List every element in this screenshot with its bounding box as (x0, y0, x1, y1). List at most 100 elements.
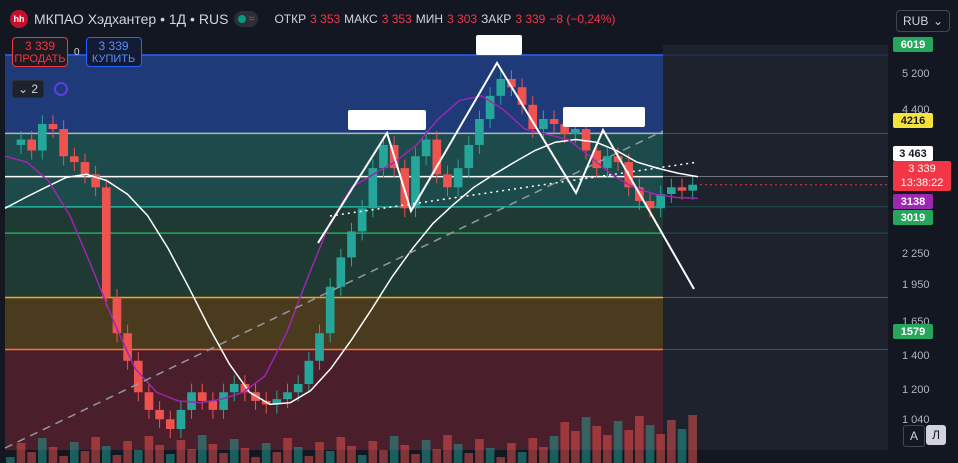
candle-body (315, 333, 324, 361)
candle-body (656, 194, 666, 209)
candle-body (304, 360, 314, 384)
volume-bar (176, 440, 186, 463)
pattern-label-box (476, 35, 522, 55)
indicators-collapse-button[interactable]: ⌄ 2 (12, 80, 45, 98)
sell-label: ПРОДАТЬ (14, 53, 66, 65)
ohlc-high: 3 353 (381, 12, 412, 26)
indicators-toggle-row: ⌄ 2 (12, 80, 69, 98)
volume-bar (347, 446, 356, 463)
sell-price: 3 339 (24, 39, 56, 53)
volume-bar (528, 438, 538, 463)
candle-body (112, 297, 122, 334)
candle-body (688, 184, 697, 191)
volume-bar (453, 444, 463, 463)
volume-bar (6, 457, 15, 463)
pattern-label-box (563, 107, 645, 127)
market-status[interactable]: ≈ (234, 11, 259, 27)
volume-bar (571, 431, 580, 463)
candle-body (101, 187, 111, 298)
ohlc-low: 3 303 (447, 12, 478, 26)
ticker-logo[interactable]: hh (10, 10, 28, 28)
volume-bar (315, 442, 324, 463)
candle-body (421, 139, 431, 157)
volume-bar (400, 445, 410, 463)
volume-bar (517, 452, 527, 463)
candle-body (208, 400, 218, 410)
volume-bar (197, 435, 207, 463)
level-tag: 6019 (893, 37, 933, 52)
volume-bar (304, 456, 314, 463)
candle-body (464, 144, 474, 169)
chevron-down-icon: ⌄ (18, 82, 29, 96)
volume-bar (603, 435, 612, 463)
volume-bar (432, 449, 442, 463)
price-zone (5, 133, 663, 207)
volume-bar (688, 415, 697, 463)
price-zone (5, 206, 663, 298)
level-tag: 1579 (893, 324, 933, 339)
candle-body (539, 119, 548, 130)
candle-body (176, 409, 186, 430)
volume-bar (475, 439, 484, 463)
candle-body (293, 383, 303, 393)
trend-line (4, 130, 664, 449)
volume-bar (59, 456, 68, 463)
volume-bar (624, 430, 634, 463)
volume-bar (379, 450, 388, 463)
candle-body (411, 156, 420, 209)
neckline (329, 161, 699, 217)
volume-bar (507, 443, 516, 463)
volume-bar (80, 451, 90, 463)
level-tag: 3019 (893, 210, 933, 225)
volume-bar (208, 444, 218, 463)
sell-button[interactable]: 3 339 ПРОДАТЬ (12, 37, 68, 67)
volume-bar (443, 435, 452, 463)
level-tag: 3138 (893, 194, 933, 209)
volume-bar (421, 440, 431, 463)
currency-select[interactable]: RUB ⌄ (896, 10, 950, 32)
price-zone (5, 349, 663, 450)
volume-bar (69, 442, 79, 463)
buy-button[interactable]: 3 339 КУПИТЬ (85, 37, 142, 67)
candle-body (496, 78, 506, 96)
ohlc-low-key: МИН (415, 12, 444, 26)
volume-bar (645, 425, 655, 463)
candle-body (347, 231, 356, 258)
candle-body (368, 168, 378, 209)
volume-bar (261, 443, 271, 463)
candle-body (27, 139, 36, 151)
current-price-tag: 3 339 13:38:22 (893, 161, 951, 191)
candle-body (528, 104, 538, 130)
symbol-title[interactable]: МКПАО Хэдхантер • 1Д • RUS (34, 11, 229, 27)
spread-value: 0 (74, 46, 80, 58)
series-line (4, 95, 699, 404)
ohlc-close-key: ЗАКР (481, 12, 512, 26)
price-tick: 5 200 (902, 68, 930, 80)
candle-body (240, 383, 250, 393)
candle-body (475, 119, 484, 145)
candle-body (357, 208, 367, 232)
ohlc-close: 3 339 (515, 12, 546, 26)
candle-body (165, 419, 175, 430)
chevron-down-icon: ⌄ (932, 14, 943, 28)
levels (5, 54, 888, 351)
candle-body (485, 95, 495, 120)
loading-icon (54, 82, 69, 96)
volume-bar (592, 426, 602, 463)
volume-bar (251, 457, 260, 463)
volume-bar (48, 447, 58, 463)
candle-body (667, 187, 676, 195)
volume-bar (560, 422, 570, 463)
log-scale-button[interactable]: Л (926, 425, 946, 445)
volume-bar (656, 434, 666, 463)
candle-body (325, 286, 335, 334)
volume-bar (677, 429, 687, 463)
auto-scale-button[interactable]: A (903, 425, 925, 447)
candle-body (645, 201, 655, 209)
volume-bar (187, 449, 196, 463)
candle-body (272, 399, 282, 405)
volume-bar (219, 453, 228, 463)
ohlc-change: −8 (−0,24%) (549, 12, 616, 26)
volume-bar (272, 452, 282, 463)
